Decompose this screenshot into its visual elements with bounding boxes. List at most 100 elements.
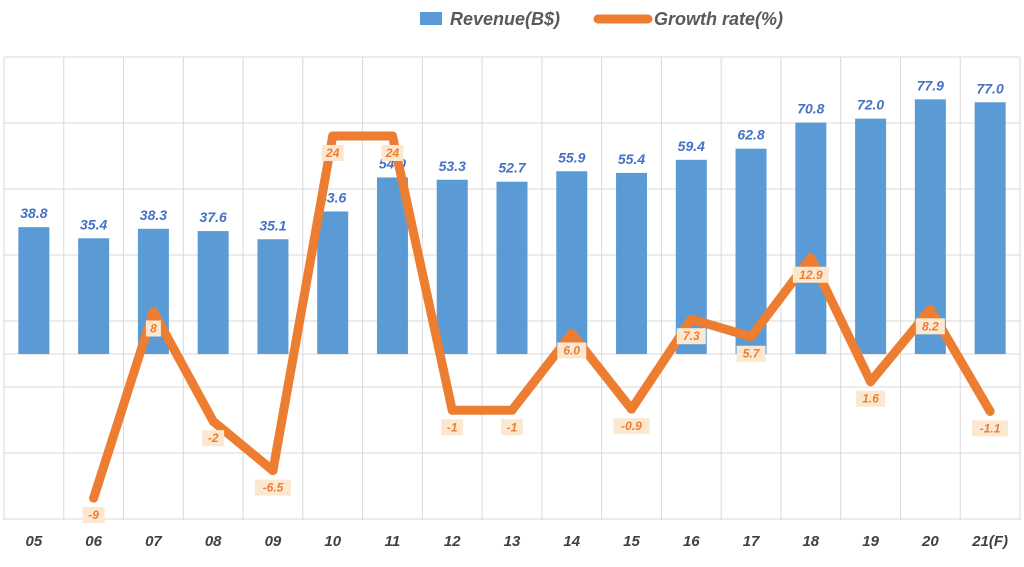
revenue-data-label: 38.8 — [20, 205, 47, 221]
x-tick-label: 07 — [145, 533, 162, 550]
growth-label-box — [82, 507, 105, 524]
x-tick-label: 14 — [563, 533, 580, 550]
revenue-data-label: 55.9 — [558, 149, 585, 165]
growth-label-box — [254, 479, 291, 496]
growth-point — [387, 131, 397, 141]
revenue-bar — [197, 231, 229, 354]
x-tick-label: 11 — [385, 533, 401, 550]
growth-label-box — [501, 419, 523, 436]
growth-label-box — [856, 390, 886, 407]
growth-data-label: 6.0 — [563, 343, 580, 357]
growth-point — [746, 332, 756, 342]
revenue-data-label: 35.4 — [80, 216, 107, 232]
growth-point — [447, 405, 457, 415]
revenue-data-label: 77.9 — [917, 77, 944, 93]
growth-rate-line — [89, 131, 995, 503]
growth-data-label: -1 — [507, 420, 518, 434]
growth-point — [866, 377, 876, 387]
revenue-data-label: 37.6 — [200, 209, 227, 225]
growth-data-label: 5.7 — [743, 347, 761, 361]
x-tick-label: 18 — [802, 533, 819, 550]
revenue-data-label: 38.3 — [140, 207, 167, 223]
growth-data-label: -6.5 — [263, 481, 284, 495]
x-tick-label: 13 — [504, 533, 521, 550]
revenue-bar — [317, 211, 349, 354]
x-tick-label: 16 — [683, 533, 700, 550]
x-tick-label: 19 — [862, 533, 879, 550]
revenue-bar — [974, 102, 1006, 355]
revenue-data-label: 53.3 — [439, 158, 466, 174]
growth-point — [686, 314, 696, 324]
revenue-bar — [496, 181, 528, 354]
growth-line — [89, 131, 995, 503]
growth-data-label: 7.3 — [683, 329, 700, 343]
growth-label-box — [736, 345, 766, 362]
growth-point — [985, 406, 995, 416]
x-tick-label: 06 — [85, 533, 102, 550]
revenue-bar — [436, 179, 468, 354]
growth-point — [148, 307, 158, 317]
growth-label-box — [676, 328, 706, 345]
growth-label-box — [381, 144, 404, 161]
growth-label-box — [441, 419, 464, 436]
revenue-data-label: 55.4 — [618, 151, 645, 167]
x-tick-label: 20 — [921, 533, 939, 550]
growth-label-box — [972, 420, 1009, 437]
revenue-bar — [616, 172, 648, 354]
revenue-data-label: 72.0 — [857, 97, 884, 113]
x-tick-label: 17 — [743, 533, 760, 550]
growth-data-label: -0.9 — [621, 419, 642, 433]
growth-data-label: 24 — [385, 146, 400, 160]
x-tick-label: 09 — [265, 533, 282, 550]
revenue-data-label: 70.8 — [797, 101, 824, 117]
revenue-labels: 38.835.438.3 37.635.143.654.0 53.3 52.755.9… — [20, 77, 1004, 233]
growth-point — [627, 404, 637, 414]
x-tick-label: 05 — [26, 533, 43, 550]
growth-data-label: -2 — [208, 431, 219, 445]
growth-data-label: 1.6 — [862, 392, 879, 406]
growth-point — [806, 253, 816, 263]
revenue-data-label: 35.1 — [259, 217, 286, 233]
growth-label-box — [145, 320, 161, 337]
revenue-bar — [556, 171, 588, 354]
growth-data-label: 12.9 — [799, 268, 823, 282]
growth-label-box — [792, 266, 829, 283]
growth-data-label: 8.2 — [922, 319, 939, 333]
legend: Revenue(B$) Growth rate(%) — [420, 9, 783, 29]
x-tick-label: 21(F) — [971, 533, 1008, 550]
growth-point — [567, 328, 577, 338]
growth-label-box — [202, 430, 225, 447]
growth-point — [268, 466, 278, 476]
x-axis-ticks: 05 06 07 08 09 10 11 12 13 14 15 16 17 18 19 20 21(F) — [26, 533, 1009, 550]
x-tick-label: 12 — [444, 533, 461, 550]
legend-swatch-revenue — [420, 12, 442, 25]
revenue-data-label: 77.0 — [976, 80, 1003, 96]
growth-labels: -9 8 -2 -6.5 24 24 -1 -1 6.0 -0.9 7.3 5.7 12.9 1.6 8.2… — [82, 144, 1009, 524]
revenue-data-label: 52.7 — [498, 160, 526, 176]
growth-label-box — [557, 342, 587, 359]
growth-data-label: -9 — [88, 508, 99, 522]
revenue-data-label: 59.4 — [678, 138, 705, 154]
revenue-bar — [376, 177, 408, 354]
legend-label-growth: Growth rate(%) — [654, 9, 783, 29]
x-tick-label: 08 — [205, 533, 222, 550]
x-tick-label: 15 — [623, 533, 640, 550]
revenue-bars — [18, 99, 1006, 355]
revenue-bar — [18, 227, 50, 354]
growth-label-box — [613, 418, 650, 435]
growth-label-box — [915, 318, 945, 335]
growth-data-label: -1 — [447, 420, 458, 434]
growth-point — [328, 131, 338, 141]
growth-data-label: 8 — [150, 322, 157, 336]
growth-point — [925, 304, 935, 314]
growth-point — [89, 493, 99, 503]
legend-label-revenue: Revenue(B$) — [450, 9, 560, 29]
growth-point — [507, 405, 517, 415]
revenue-bar — [855, 118, 887, 354]
revenue-bar — [78, 238, 110, 354]
x-tick-label: 10 — [324, 533, 341, 550]
growth-point — [208, 416, 218, 426]
growth-data-label: -1.1 — [980, 421, 1001, 435]
revenue-bar — [795, 122, 827, 355]
